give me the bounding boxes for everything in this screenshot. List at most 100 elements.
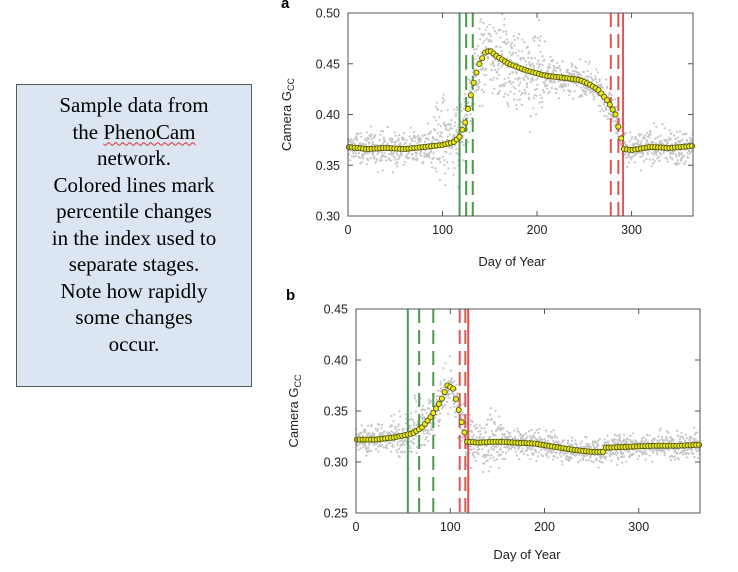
raw-point: [448, 146, 451, 149]
raw-point: [409, 142, 412, 146]
raw-point: [535, 450, 538, 453]
raw-point: [541, 438, 544, 441]
raw-point: [501, 436, 504, 439]
raw-point: [384, 155, 388, 159]
raw-point: [483, 73, 486, 76]
raw-point: [478, 80, 481, 83]
note-line-1: Sample data from: [59, 93, 209, 117]
phenocam-word: PhenoCam: [103, 119, 196, 144]
raw-point: [415, 152, 419, 155]
raw-point: [528, 430, 531, 433]
smoothed-point: [479, 55, 486, 62]
raw-point: [665, 157, 669, 160]
raw-point: [453, 108, 456, 111]
raw-point: [501, 13, 504, 16]
raw-point: [648, 434, 651, 437]
raw-point: [614, 105, 618, 108]
raw-point: [591, 79, 594, 82]
raw-point: [507, 94, 510, 97]
raw-point: [415, 451, 418, 455]
raw-point: [348, 138, 351, 142]
raw-point: [415, 434, 418, 437]
raw-point: [568, 459, 571, 462]
smoothed-point: [452, 395, 459, 402]
raw-point: [494, 434, 497, 437]
raw-point: [677, 434, 680, 437]
raw-point: [460, 121, 463, 124]
raw-point: [588, 60, 591, 63]
raw-point: [561, 85, 565, 89]
raw-point: [367, 424, 370, 427]
raw-point: [453, 124, 456, 127]
raw-point: [498, 415, 501, 418]
raw-point: [642, 453, 645, 456]
raw-point: [493, 76, 496, 79]
raw-point: [553, 69, 556, 72]
raw-point: [444, 125, 448, 128]
raw-point: [443, 403, 447, 406]
raw-point: [658, 429, 661, 432]
raw-point: [551, 81, 554, 84]
raw-point: [680, 152, 683, 155]
x-tick-label: 0: [345, 223, 352, 237]
raw-point: [535, 78, 538, 81]
raw-point: [397, 425, 400, 428]
raw-point: [697, 456, 700, 460]
raw-point: [518, 98, 522, 101]
raw-point: [533, 88, 537, 91]
raw-point: [571, 70, 575, 73]
raw-point: [440, 109, 443, 113]
raw-point: [454, 121, 457, 124]
raw-point: [454, 401, 457, 404]
raw-point: [438, 179, 441, 182]
raw-point: [390, 159, 393, 162]
raw-point: [644, 449, 647, 452]
raw-point: [564, 452, 567, 455]
raw-point: [382, 138, 386, 141]
raw-point: [687, 453, 690, 456]
raw-point: [373, 433, 376, 436]
raw-point: [441, 101, 444, 104]
raw-point: [423, 408, 426, 412]
raw-point: [655, 451, 659, 454]
raw-point: [679, 130, 682, 133]
raw-point: [592, 98, 595, 101]
raw-point: [476, 88, 479, 91]
raw-point: [478, 424, 481, 427]
raw-point: [546, 83, 549, 86]
raw-point: [628, 455, 632, 459]
note-line-2-prefix: the: [72, 119, 104, 144]
raw-point: [617, 442, 620, 445]
raw-point: [456, 392, 459, 395]
raw-point: [675, 155, 678, 158]
raw-point: [559, 443, 562, 446]
note-line-6: in the index used to: [51, 225, 217, 250]
raw-point: [474, 58, 477, 61]
raw-point: [556, 456, 559, 459]
raw-point: [630, 137, 633, 141]
raw-point: [448, 392, 451, 396]
raw-point: [567, 83, 570, 86]
raw-point: [441, 407, 444, 410]
raw-point: [616, 132, 619, 135]
raw-point: [604, 457, 607, 460]
raw-point: [643, 450, 646, 454]
raw-point: [461, 436, 464, 439]
raw-point: [538, 64, 541, 68]
raw-point: [370, 138, 373, 141]
raw-point: [421, 404, 425, 407]
raw-point: [522, 57, 526, 60]
raw-point: [488, 454, 491, 457]
raw-point: [675, 141, 678, 145]
raw-point: [613, 124, 616, 127]
raw-point: [368, 141, 371, 144]
raw-point: [496, 70, 499, 73]
raw-point: [373, 135, 376, 138]
raw-point: [642, 152, 645, 155]
raw-point: [482, 41, 485, 44]
raw-point: [531, 37, 535, 40]
raw-point: [663, 127, 666, 130]
raw-point: [486, 423, 489, 426]
raw-point: [511, 71, 514, 74]
raw-point: [383, 151, 386, 154]
